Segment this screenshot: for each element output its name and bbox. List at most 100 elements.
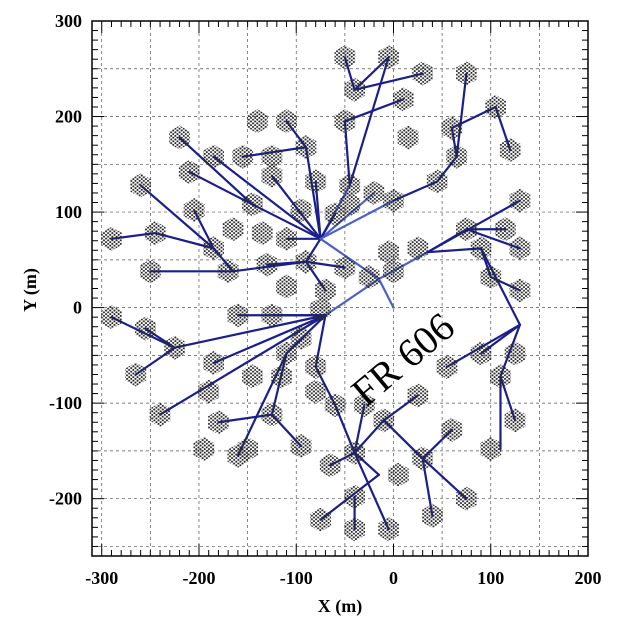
hba-tile [378,45,400,70]
hba-tile [310,507,331,532]
y-tick-labels: -200 -100 0 100 200 300 [49,11,82,509]
hba-tile [290,434,312,459]
hba-tile [125,362,147,387]
hba-tile [251,221,273,246]
x-tick-labels: -300 -200 -100 0 100 200 [85,568,601,588]
x-tick-label: -100 [280,568,313,588]
cable [353,451,390,531]
hba-tile [242,192,263,217]
hba-tile [169,125,190,150]
hba-tile [504,408,526,433]
hba-tile [344,77,365,102]
hba-tile [164,335,186,360]
hba-tile [276,274,297,299]
cable [251,203,322,240]
hba-tile [130,173,152,198]
hba-tile [470,236,492,261]
cable [139,184,215,250]
hba-tile [378,240,400,265]
hba-tile [339,173,361,198]
hba-tile [261,402,283,427]
hba-tile [344,517,365,542]
hba-tile [135,316,156,341]
y-tick-label: -200 [49,489,82,509]
x-tick-label: -300 [85,568,118,588]
hba-tile [198,379,220,404]
hba-tile [295,135,317,160]
hba-tile [276,226,297,251]
hba-tile [344,484,365,509]
hba-tile [480,437,502,461]
hba-tile [436,354,458,379]
hba-tile [276,341,297,366]
x-tick-label: 100 [477,568,504,588]
cable [319,199,395,240]
hba-tile [261,144,283,169]
x-tick-label: 200 [575,568,602,588]
hba-tile [290,326,312,351]
hba-tile [144,221,166,246]
hba-tile [412,61,434,86]
hba-tile [305,379,327,404]
hba-tile [485,94,506,119]
hba-tile [178,159,200,184]
hba-tile [509,236,531,261]
hba-tile [334,45,356,70]
hba-tile [290,198,312,223]
hba-tile [203,236,224,261]
y-axis-label: Y (m) [20,268,41,312]
cable [173,314,327,349]
hba-tile [480,265,502,290]
hba-tile [334,109,356,134]
hba-tile [305,354,327,379]
hba-tile [504,341,526,366]
hba-tile [217,259,239,284]
hba-tile [276,109,297,134]
hba-tile [319,453,341,478]
x-tick-label: -200 [182,568,215,588]
hba-tile [494,217,516,242]
hba-tile [363,180,385,205]
hba-tile [490,364,511,389]
hba-tile [139,259,161,284]
hba-tile [208,410,229,435]
hba-tile [358,265,380,290]
cable [377,277,395,309]
hba-tile [295,249,317,274]
hba-tile [193,437,215,461]
hba-tile [149,402,171,427]
hba-tile [101,226,122,251]
x-tick-label: 0 [389,568,398,588]
hba-tile [222,217,244,242]
hba-tile [387,462,409,487]
cable [304,146,322,240]
hba-tile [101,305,122,330]
hba-tile [407,383,429,408]
hba-tile [344,440,365,465]
hba-tile [378,517,400,542]
hba-tile [334,255,356,280]
plot-frame [91,20,589,557]
hba-tile [227,443,249,468]
y-tick-label: 300 [55,11,82,31]
hba-tile [203,144,224,169]
cable [212,155,322,240]
hba-tile [499,137,521,162]
y-tick-label: -100 [49,393,82,413]
y-tick-label: 100 [55,202,82,222]
hba-tile [256,252,278,277]
hba-tile [271,364,293,389]
tile-layer [101,45,531,542]
hba-tile [397,125,419,150]
hba-tile [324,201,346,226]
cable [479,247,522,326]
cable [319,191,376,240]
hba-tile [324,393,346,418]
hba-tile [441,417,463,442]
hba-tile [456,217,477,242]
x-axis-label: X (m) [318,596,362,617]
cable [188,170,254,206]
hba-tile [227,303,249,328]
y-tick-label: 200 [55,107,82,127]
